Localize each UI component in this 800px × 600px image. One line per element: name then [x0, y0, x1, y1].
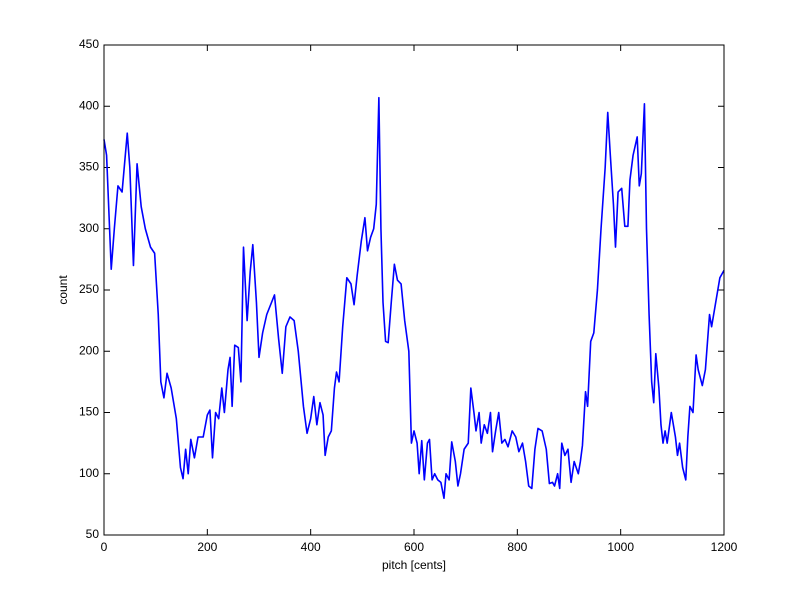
y-tick-label: 250	[79, 282, 99, 296]
plot-frame	[103, 44, 725, 536]
x-tick-label: 1000	[607, 540, 634, 554]
x-tick-label: 1200	[711, 540, 738, 554]
y-tick-label: 50	[86, 527, 100, 541]
x-tick-label: 600	[404, 540, 424, 554]
x-tick-label: 800	[507, 540, 527, 554]
y-tick-label: 350	[79, 160, 99, 174]
y-tick-label: 300	[79, 221, 99, 235]
data-line	[103, 96, 725, 500]
x-tick-label: 200	[197, 540, 217, 554]
y-axis-label: count	[56, 275, 70, 305]
x-axis-label: pitch [cents]	[382, 558, 446, 572]
y-tick-label: 200	[79, 343, 99, 357]
y-tick-label: 100	[79, 466, 99, 480]
y-tick-label: 150	[79, 405, 99, 419]
x-tick-label: 400	[301, 540, 321, 554]
y-tick-label: 400	[79, 98, 99, 112]
x-tick-label: 0	[101, 540, 108, 554]
y-tick-label: 450	[79, 37, 99, 51]
